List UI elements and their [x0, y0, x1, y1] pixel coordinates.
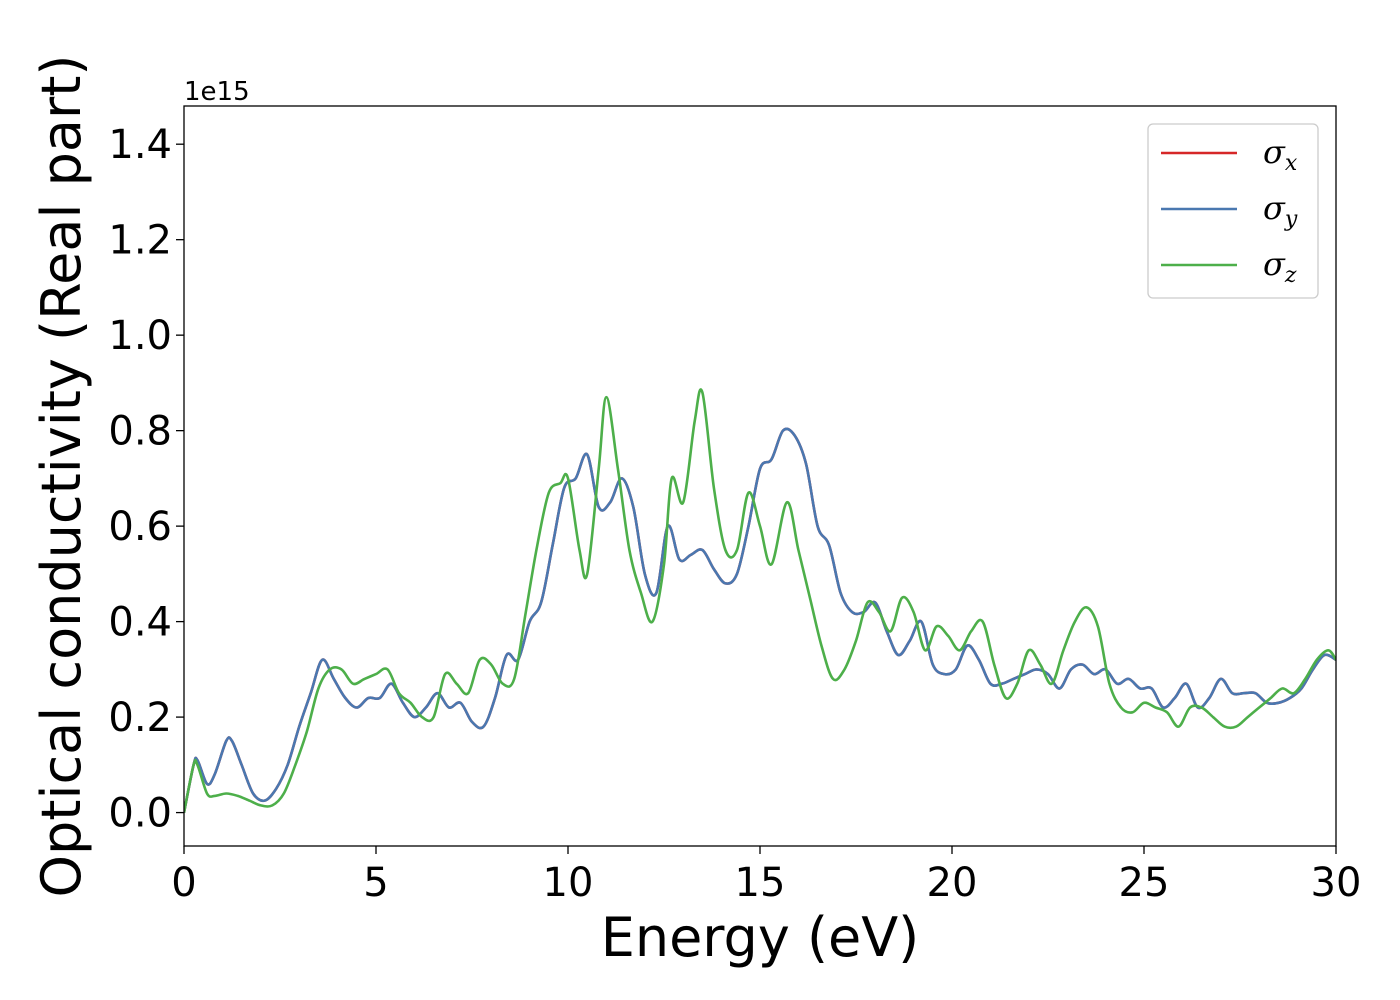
- y-tick-label: 1.2: [108, 218, 172, 264]
- y-tick-label: 0.4: [108, 600, 172, 646]
- legend-symbol: σ: [1263, 189, 1286, 227]
- y-offset-label: 1e15: [184, 77, 250, 107]
- legend-frame: [1147, 123, 1319, 299]
- x-tick-label: 15: [735, 860, 786, 906]
- x-tick-label: 30: [1311, 860, 1362, 906]
- legend-label-z: σz: [1263, 245, 1297, 288]
- legend-subscript: z: [1284, 263, 1297, 288]
- legend-label-y: σy: [1263, 189, 1298, 232]
- plot-background: [184, 106, 1336, 846]
- x-tick-label: 20: [927, 860, 978, 906]
- x-tick-label: 25: [1119, 860, 1170, 906]
- series-layer: [184, 388, 1336, 813]
- series-line-y: [184, 427, 1336, 813]
- y-tick-label: 1.4: [108, 122, 172, 168]
- y-tick-label: 0.2: [108, 695, 172, 741]
- y-axis-title: Optical conductivity (Real part): [30, 55, 93, 898]
- y-axis-ticks: 0.0 0.2 0.4 0.6 0.8 1.0 1.2 1.4: [108, 122, 184, 837]
- x-axis-title: Energy (eV): [601, 906, 920, 969]
- x-axis-ticks: 0 5 10 15 20 25 30: [171, 846, 1361, 906]
- y-tick-label: 0.6: [108, 504, 172, 550]
- legend-symbol: σ: [1263, 245, 1286, 283]
- y-tick-label: 0.8: [108, 409, 172, 455]
- legend-subscript: y: [1284, 207, 1298, 232]
- y-tick-label: 1.0: [108, 313, 172, 359]
- y-tick-label: 0.0: [108, 791, 172, 837]
- x-tick-label: 0: [171, 860, 196, 906]
- legend-symbol: σ: [1263, 133, 1286, 171]
- legend-subscript: x: [1285, 151, 1298, 176]
- series-line-z: [184, 388, 1336, 813]
- x-tick-label: 5: [363, 860, 388, 906]
- legend-label-x: σx: [1263, 133, 1298, 176]
- x-tick-label: 10: [543, 860, 594, 906]
